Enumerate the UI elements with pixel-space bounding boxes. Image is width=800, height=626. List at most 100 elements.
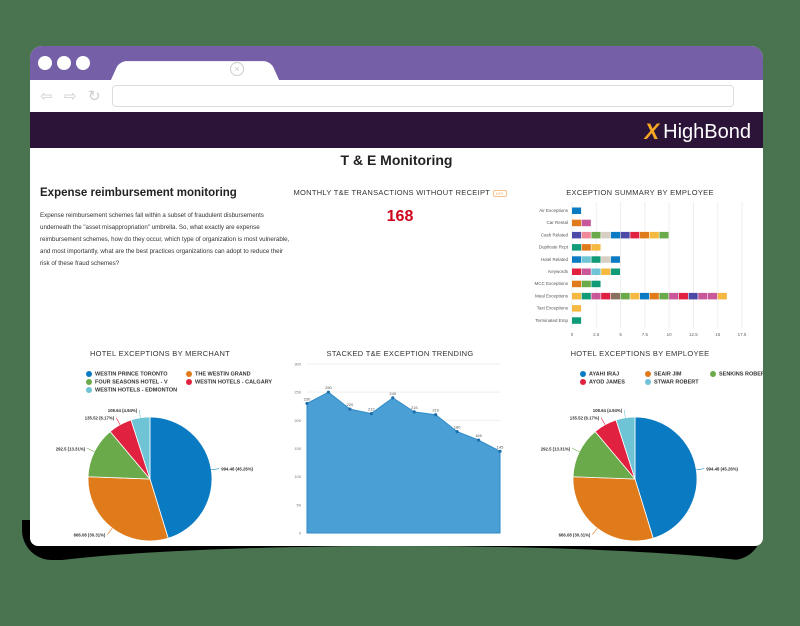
legend-item[interactable]: THE WESTIN GRAND <box>186 371 251 377</box>
point-label: 220 <box>347 402 354 407</box>
legend-item[interactable]: SENKINS ROBERT <box>710 371 763 377</box>
area-series[interactable] <box>306 391 501 534</box>
bar-segment[interactable] <box>620 231 630 239</box>
data-point[interactable] <box>498 449 502 453</box>
legend-item[interactable]: FOUR SEASONS HOTEL - V <box>86 379 168 385</box>
label-leader <box>592 528 598 535</box>
label-leader <box>600 417 606 425</box>
highbond-logo[interactable]: X HighBond <box>644 119 751 145</box>
window-dot-icon[interactable] <box>38 56 52 70</box>
bar-segment[interactable] <box>591 268 601 276</box>
hotel-merchant-pie[interactable]: 994.48 (45.26%) 666.08 (30.31%) 292.5 (13.… <box>40 401 280 546</box>
data-point[interactable] <box>348 407 352 411</box>
bar-segment[interactable] <box>581 292 591 300</box>
label-leader <box>696 468 705 471</box>
y-tick: 200 <box>294 418 301 423</box>
window-dot-icon[interactable] <box>76 56 90 70</box>
bar-segment[interactable] <box>601 256 611 263</box>
hotel-employee-pie[interactable]: 994.48 (45.26%) 666.08 (30.31%) 292.5 (13.… <box>525 401 763 546</box>
bar-segment[interactable] <box>572 292 582 300</box>
data-point[interactable] <box>305 401 309 406</box>
data-point[interactable] <box>412 410 416 414</box>
bar-segment[interactable] <box>717 292 727 300</box>
bar-segment[interactable] <box>659 231 669 239</box>
bar-segment[interactable] <box>581 256 591 263</box>
browser-tab[interactable] <box>110 61 280 82</box>
legend-item[interactable]: AYOD JAMES <box>580 379 625 385</box>
bar-segment[interactable] <box>591 292 601 300</box>
close-circle-icon[interactable]: × <box>230 62 244 76</box>
bar-segment[interactable] <box>640 231 650 239</box>
pie-slice[interactable] <box>130 416 151 480</box>
point-label: 250 <box>325 385 332 390</box>
data-point[interactable] <box>391 396 395 400</box>
bar-segment[interactable] <box>669 292 679 300</box>
bar-segment[interactable] <box>591 280 601 288</box>
bar-segment[interactable] <box>572 305 582 312</box>
pie-slice[interactable] <box>149 416 213 539</box>
background <box>0 546 800 626</box>
bar-segment[interactable] <box>572 219 582 227</box>
bar-segment[interactable] <box>620 292 630 300</box>
bar-segment[interactable] <box>610 231 620 239</box>
bar-segment[interactable] <box>610 256 620 263</box>
pie-slice[interactable] <box>634 416 698 539</box>
bar-segment[interactable] <box>601 268 611 276</box>
bar-segment[interactable] <box>659 292 669 300</box>
bar-segment[interactable] <box>581 244 591 251</box>
y-tick: 0 <box>299 531 302 536</box>
data-point[interactable] <box>476 438 481 442</box>
bar-segment[interactable] <box>591 244 601 251</box>
trending-area-chart[interactable]: 0501001502002503002302502202122402152101… <box>285 358 515 546</box>
bar-segment[interactable] <box>698 292 708 300</box>
bar-segment[interactable] <box>591 256 601 263</box>
data-point[interactable] <box>326 390 331 394</box>
window-dot-icon[interactable] <box>57 56 71 70</box>
pie-slice[interactable] <box>615 416 636 480</box>
bar-segment[interactable] <box>572 317 582 324</box>
bar-segment[interactable] <box>640 292 650 300</box>
bar-segment[interactable] <box>688 292 698 300</box>
bar-segment[interactable] <box>581 219 591 227</box>
category-label: Terminated Emp <box>535 318 568 323</box>
reload-icon[interactable]: ↻ <box>88 88 101 105</box>
bar-segment[interactable] <box>572 244 582 251</box>
point-label: 145 <box>497 444 504 449</box>
forward-arrow-icon[interactable]: ⇨ <box>64 88 77 105</box>
bar-segment[interactable] <box>591 231 601 239</box>
bar-segment[interactable] <box>572 207 582 215</box>
bar-segment[interactable] <box>572 231 582 239</box>
slice-label: 994.48 (45.26%) <box>221 467 253 472</box>
bar-segment[interactable] <box>678 292 688 300</box>
bar-segment[interactable] <box>649 231 659 239</box>
bar-segment[interactable] <box>610 292 620 300</box>
legend-item[interactable]: WESTIN HOTELS - CALGARY <box>186 379 272 385</box>
exception-summary-chart[interactable]: 0 2.5 5 7.5 10 12.5 15 17.5 Air Exceptions Car Re… <box>510 198 763 338</box>
bar-segment[interactable] <box>581 280 591 288</box>
bar-segment[interactable] <box>630 292 640 300</box>
back-arrow-icon[interactable]: ⇦ <box>40 88 53 105</box>
bar-segment[interactable] <box>610 268 620 276</box>
legend-item[interactable]: WESTIN HOTELS - EDMONTON <box>86 387 177 393</box>
bar-segment[interactable] <box>601 292 611 300</box>
bar-segment[interactable] <box>572 256 582 263</box>
data-point[interactable] <box>434 413 438 417</box>
bar-segment[interactable] <box>601 231 611 239</box>
bar-segment[interactable] <box>630 231 640 239</box>
legend-item[interactable]: AYAHI IRAJ <box>580 371 619 377</box>
legend-item[interactable]: STWAR ROBERT <box>645 379 699 385</box>
x-tick: 0 <box>571 332 574 337</box>
trending-title: STACKED T&E EXCEPTION TRENDING <box>326 349 474 358</box>
legend-item[interactable]: WESTIN PRINCE TORONTO <box>86 371 168 377</box>
bar-segment[interactable] <box>572 280 582 288</box>
bar-segment[interactable] <box>649 292 659 300</box>
data-point[interactable] <box>369 411 373 416</box>
bar-segment[interactable] <box>572 268 582 276</box>
bar-segment[interactable] <box>708 292 718 300</box>
slice-label: 666.08 (30.31%) <box>74 533 106 538</box>
bar-segment[interactable] <box>581 268 591 276</box>
address-bar[interactable] <box>112 85 734 107</box>
legend-item[interactable]: SEAIR JIM <box>645 371 682 377</box>
bar-segment[interactable] <box>581 231 591 239</box>
data-point[interactable] <box>455 430 459 434</box>
